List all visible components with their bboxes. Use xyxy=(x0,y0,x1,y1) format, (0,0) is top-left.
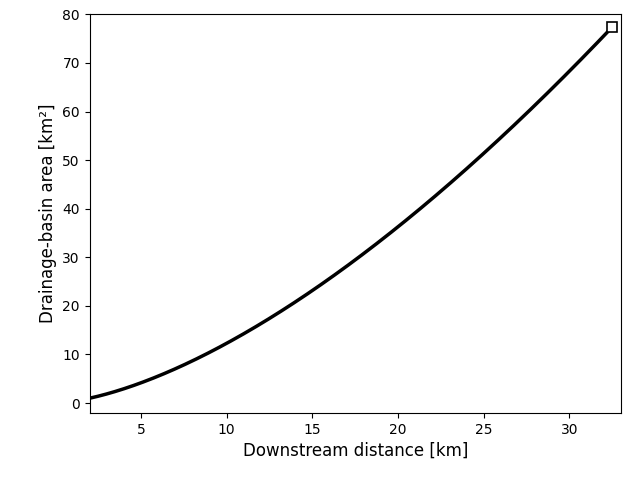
Y-axis label: Drainage-basin area [km²]: Drainage-basin area [km²] xyxy=(38,104,57,324)
X-axis label: Downstream distance [km]: Downstream distance [km] xyxy=(243,442,468,460)
